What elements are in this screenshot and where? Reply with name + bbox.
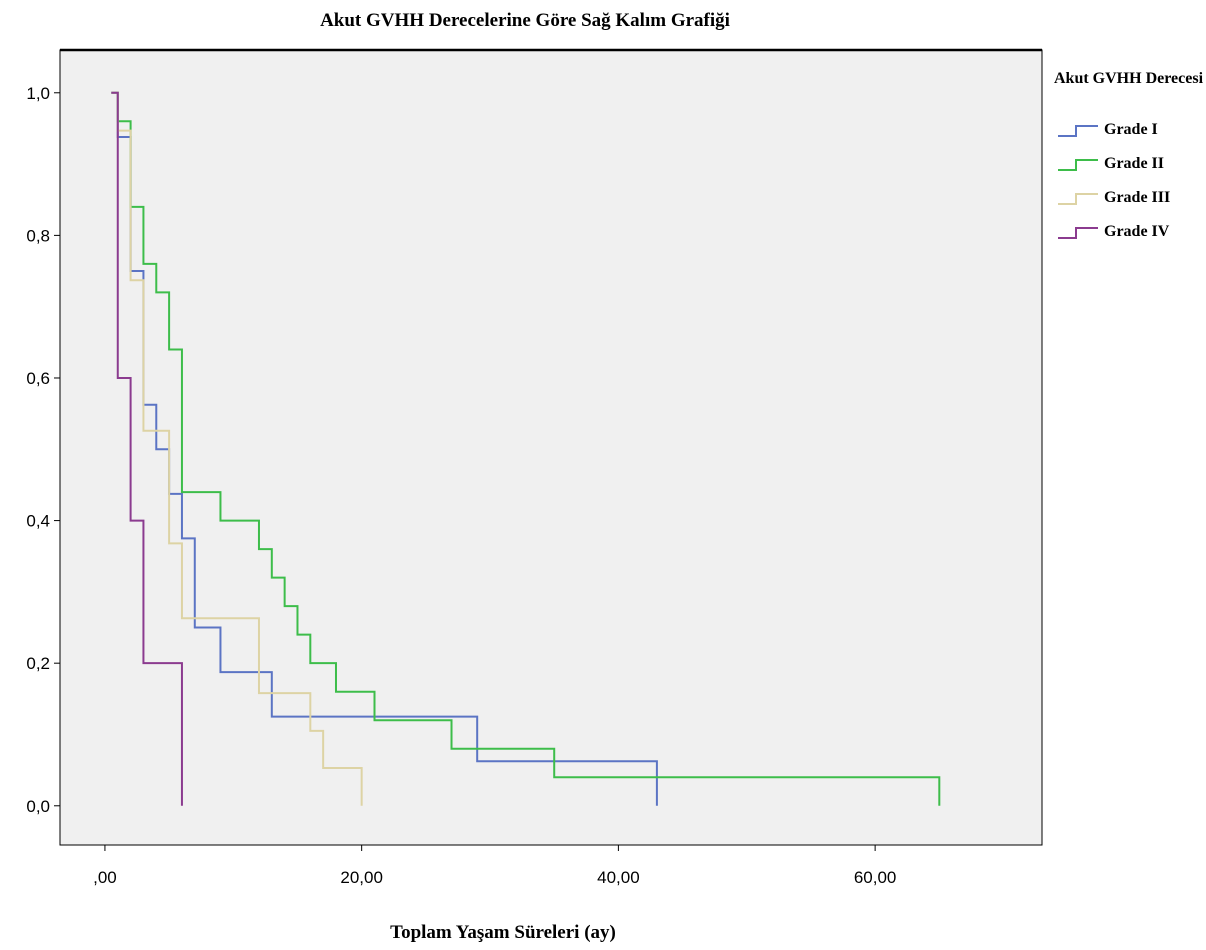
x-tick-label: ,00 (93, 868, 117, 887)
series-lines (111, 91, 941, 806)
legend-label-grade-ii: Grade II (1104, 155, 1164, 172)
series-line-grade-ii (111, 91, 941, 806)
y-tick-label: 1,0 (26, 84, 50, 103)
legend-swatch-grade-iii (1058, 193, 1098, 205)
legend-title: Akut GVHH Derecesi (1054, 70, 1204, 87)
legend-swatch-grade-iv (1058, 227, 1098, 239)
legend-label-grade-iv: Grade IV (1104, 223, 1170, 240)
chart-title: Akut GVHH Derecelerine Göre Sağ Kalım Gr… (320, 10, 730, 31)
y-axis: 0,0 0,2 0,4 0,6 0,8 1,0 (26, 50, 61, 845)
series-line-grade-iii (111, 91, 363, 806)
legend: Grade I Grade II Grade III Grade IV (1058, 121, 1170, 240)
y-tick-label: 0,6 (26, 369, 50, 388)
y-tick-label: 0,4 (26, 512, 50, 531)
plot-area (59, 49, 1043, 846)
series-line-grade-iv (111, 91, 183, 806)
x-axis: ,00 20,00 40,00 60,00 (60, 844, 1042, 887)
y-tick-label: 0,0 (26, 797, 50, 816)
legend-swatch-grade-i (1058, 125, 1098, 137)
legend-swatch-grade-ii (1058, 159, 1098, 171)
y-tick-label: 0,8 (26, 226, 50, 245)
legend-label-grade-iii: Grade III (1104, 189, 1170, 206)
x-tick-label: 20,00 (340, 868, 383, 887)
x-axis-label: Toplam Yaşam Süreleri (ay) (390, 922, 616, 943)
x-tick-label: 60,00 (854, 868, 897, 887)
legend-label-grade-i: Grade I (1104, 121, 1158, 138)
x-tick-label: 40,00 (597, 868, 640, 887)
y-tick-label: 0,2 (26, 654, 50, 673)
